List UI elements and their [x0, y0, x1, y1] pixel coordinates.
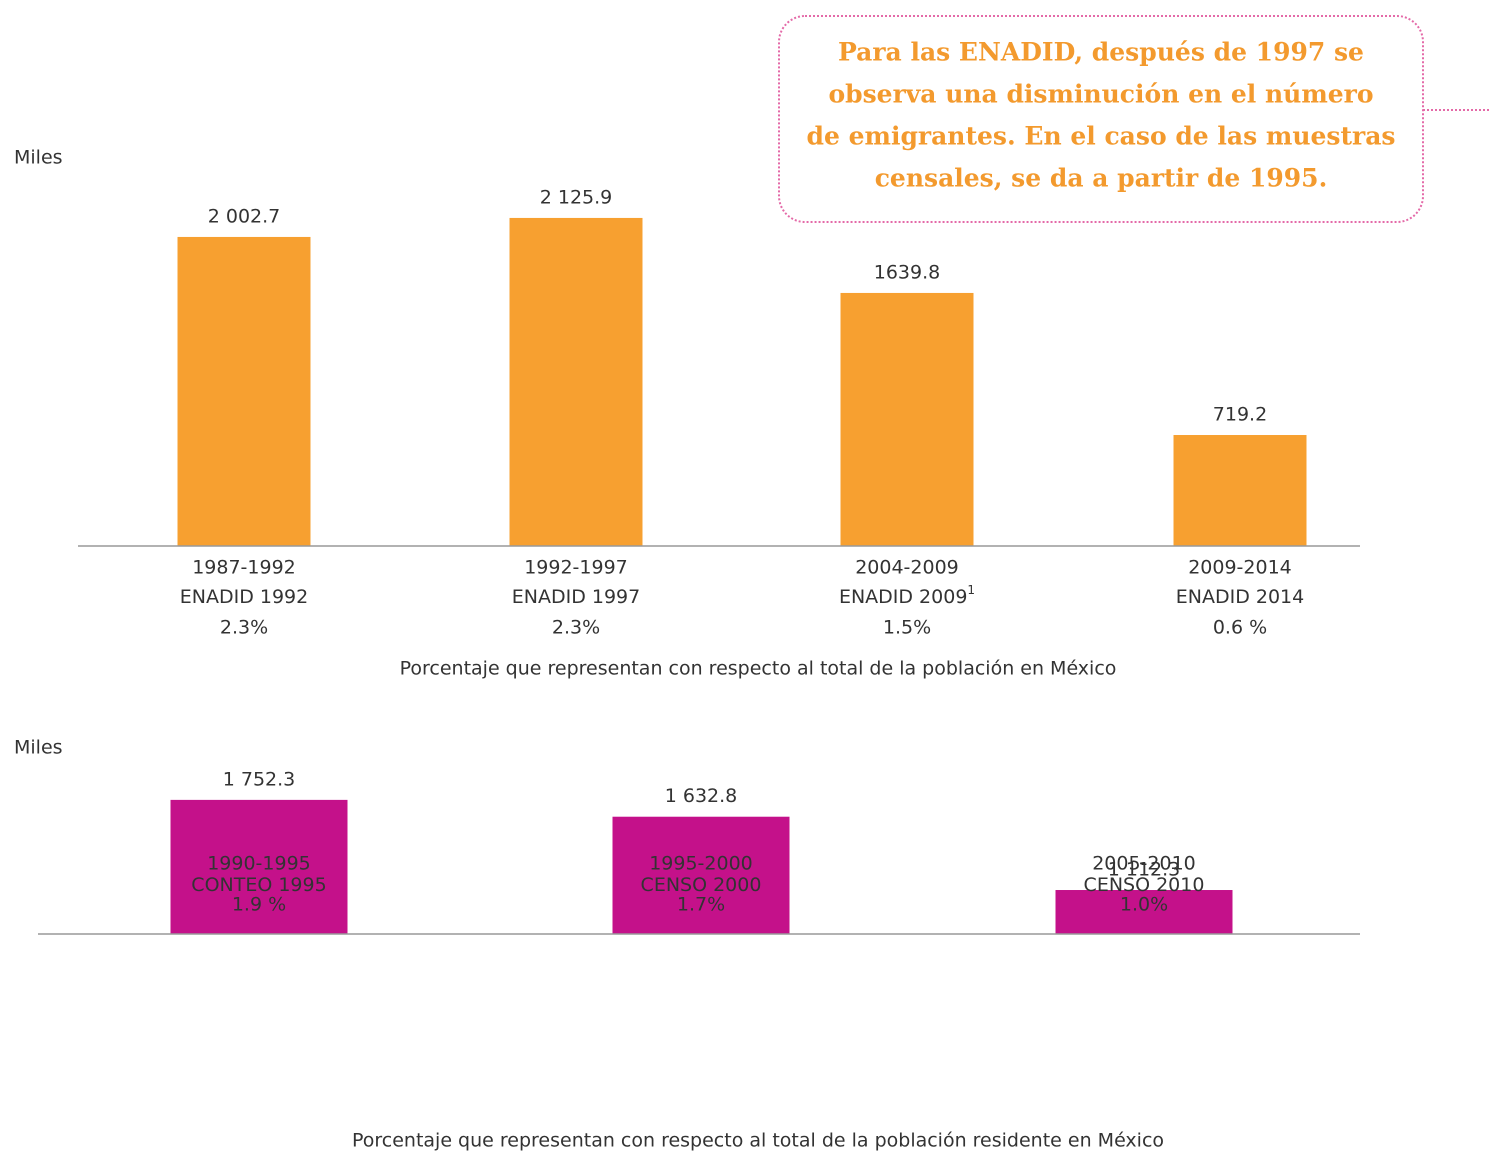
source-text: CENSO 2010 — [1084, 874, 1205, 896]
caption: Porcentaje que representan con respecto … — [352, 1130, 1164, 1152]
value-label: 1 752.3 — [223, 768, 296, 790]
source-text: CONTEO 1995 — [191, 874, 326, 896]
bar — [612, 816, 790, 934]
x-tick-label: 2004-2009 — [855, 557, 959, 579]
x-tick-source: CONTEO 1995 — [191, 874, 326, 896]
x-tick-label: 1992-1997 — [524, 557, 628, 579]
x-tick-share: 0.6 % — [1213, 617, 1267, 639]
x-tick-label: 1987-1992 — [192, 557, 296, 579]
x-tick-share: 2.3% — [220, 617, 268, 639]
annotation-box — [778, 15, 1424, 223]
footnote-mark: 1 — [967, 583, 975, 597]
x-tick-label: 2005-2010 — [1092, 853, 1196, 875]
source-text: ENADID 1992 — [180, 586, 308, 608]
value-label: 1639.8 — [874, 261, 940, 283]
y-axis-label: Miles — [14, 147, 63, 169]
x-tick-share: 1.7% — [677, 894, 725, 916]
value-label: 2 002.7 — [208, 205, 281, 227]
x-tick-label: 2009-2014 — [1188, 557, 1292, 579]
bar — [509, 217, 643, 546]
value-label: 719.2 — [1213, 404, 1267, 426]
x-tick-share: 2.3% — [552, 617, 600, 639]
bar — [840, 292, 974, 546]
value-label: 1 112.3 — [1108, 859, 1181, 881]
source-text: ENADID 1997 — [512, 586, 640, 608]
annotation-text: Para las ENADID, después de 1997 se — [838, 38, 1364, 67]
annotation-text: observa una disminución en el número — [828, 80, 1373, 109]
source-text: CENSO 2000 — [641, 874, 762, 896]
source-text: ENADID 2009 — [839, 586, 967, 608]
x-tick-share: 1.5% — [883, 617, 931, 639]
x-tick-source: CENSO 2000 — [641, 874, 762, 896]
x-tick-source: ENADID 1992 — [180, 586, 308, 608]
bar — [170, 799, 348, 934]
x-tick-source: ENADID 1997 — [512, 586, 640, 608]
x-tick-label: 1990-1995 — [207, 853, 311, 875]
bar — [1055, 890, 1233, 934]
bar — [1173, 435, 1307, 546]
value-label: 1 632.8 — [665, 785, 738, 807]
annotation-text: de emigrantes. En el caso de las muestra… — [807, 122, 1396, 151]
caption: Porcentaje que representan con respecto … — [400, 658, 1117, 680]
x-tick-share: 1.9 % — [232, 894, 286, 916]
value-label: 2 125.9 — [540, 186, 613, 208]
y-axis-label: Miles — [14, 737, 63, 759]
bar — [177, 236, 311, 547]
x-tick-label: 1995-2000 — [649, 853, 753, 875]
x-tick-share: 1.0% — [1120, 894, 1168, 916]
x-tick-source: ENADID 2014 — [1176, 586, 1304, 608]
x-tick-source: ENADID 20091 — [839, 583, 975, 608]
annotation-text: censales, se da a partir de 1995. — [875, 164, 1328, 193]
source-text: ENADID 2014 — [1176, 586, 1304, 608]
x-tick-source: CENSO 2010 — [1084, 874, 1205, 896]
